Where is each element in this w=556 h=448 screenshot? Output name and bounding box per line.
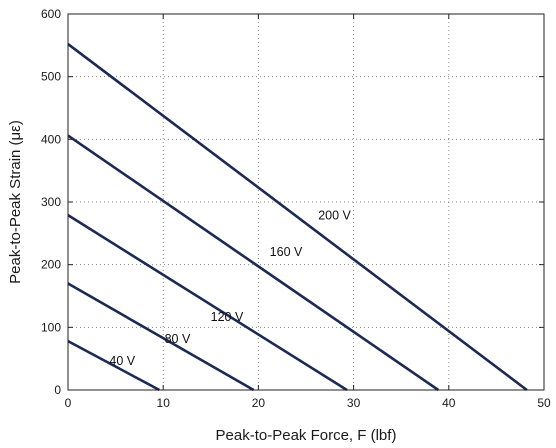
- y-axis: 0 100 200 300 400 500 600: [41, 7, 544, 397]
- x-tick-label: 40: [442, 396, 456, 410]
- x-tick-label: 10: [157, 396, 171, 410]
- series-line-80v: [67, 282, 255, 392]
- x-tick-label: 0: [65, 396, 72, 410]
- y-tick-label: 100: [41, 320, 61, 334]
- y-tick-label: 0: [54, 383, 61, 397]
- x-tick-label: 50: [537, 396, 551, 410]
- y-tick-label: 400: [41, 132, 61, 146]
- series-line-120v: [67, 214, 348, 392]
- series-lines: [67, 43, 528, 392]
- x-tick-label: 30: [347, 396, 361, 410]
- y-axis-title: Peak-to-Peak Strain (με): [7, 120, 24, 284]
- series-label: 200 V: [318, 209, 351, 223]
- y-tick-label: 200: [41, 258, 61, 272]
- y-tick-label: 600: [41, 7, 61, 21]
- series-labels: 40 V 80 V 120 V 160 V 200 V: [109, 209, 351, 368]
- series-label: 80 V: [165, 332, 191, 346]
- x-axis-title: Peak-to-Peak Force, F (lbf): [216, 427, 397, 444]
- x-tick-label: 20: [252, 396, 266, 410]
- series-line-160v: [67, 134, 440, 392]
- y-tick-label: 500: [41, 70, 61, 84]
- x-axis: 0 10 20 30 40 50: [65, 14, 551, 410]
- series-label: 120 V: [211, 310, 244, 324]
- series-line-200v: [67, 43, 528, 392]
- series-line-40v: [67, 339, 161, 392]
- y-tick-label: 300: [41, 195, 61, 209]
- series-label: 40 V: [109, 354, 135, 368]
- series-label: 160 V: [270, 245, 303, 259]
